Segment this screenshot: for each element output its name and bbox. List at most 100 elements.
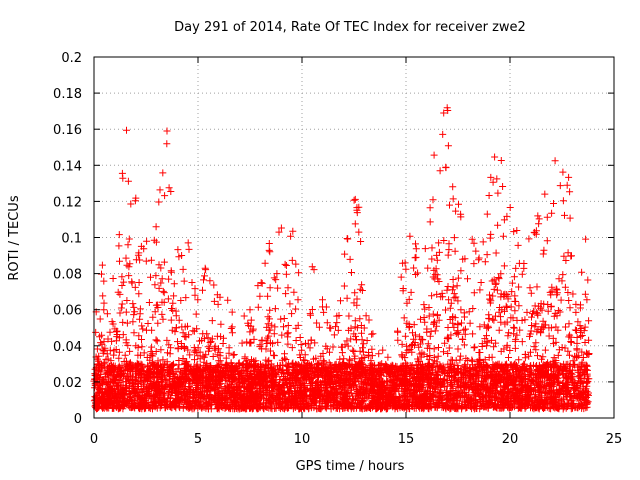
data-point — [513, 331, 521, 339]
data-point — [429, 310, 437, 318]
data-point — [142, 257, 150, 265]
data-point — [550, 200, 557, 207]
data-point — [500, 262, 508, 270]
data-point — [103, 310, 111, 318]
data-point — [523, 308, 531, 316]
data-point — [435, 278, 443, 285]
data-point — [154, 319, 162, 327]
data-point — [466, 319, 474, 327]
data-point — [495, 326, 503, 334]
data-point — [167, 188, 175, 195]
data-point — [487, 230, 495, 238]
data-point — [230, 351, 238, 358]
data-point — [426, 332, 434, 340]
data-point — [110, 351, 118, 359]
data-point — [510, 330, 518, 338]
data-point — [135, 290, 143, 298]
data-point — [192, 310, 200, 318]
data-point — [465, 308, 473, 316]
data-point — [539, 317, 547, 325]
data-point — [169, 299, 177, 307]
data-point — [433, 251, 441, 259]
data-point — [406, 232, 414, 240]
data-point — [470, 289, 478, 297]
data-point — [277, 224, 285, 232]
data-point — [313, 319, 321, 327]
data-point — [227, 325, 235, 332]
data-point — [551, 157, 559, 165]
data-point — [449, 276, 457, 283]
data-point — [518, 338, 526, 346]
data-point — [455, 200, 462, 208]
data-point — [284, 333, 292, 341]
data-point — [138, 322, 146, 330]
data-point — [100, 306, 108, 314]
data-point — [403, 342, 411, 350]
data-point — [340, 282, 348, 290]
data-point — [566, 188, 574, 196]
data-point — [286, 300, 294, 308]
data-point — [569, 290, 577, 298]
data-point — [266, 306, 274, 314]
data-point — [284, 329, 292, 337]
data-point — [356, 285, 364, 293]
data-point — [421, 245, 429, 253]
data-point — [326, 324, 334, 332]
data-point — [526, 284, 534, 292]
data-point — [511, 307, 519, 315]
data-point — [410, 264, 418, 272]
data-point — [433, 370, 441, 378]
data-point — [470, 344, 478, 352]
data-point — [453, 282, 461, 290]
data-point — [454, 274, 462, 282]
data-point — [294, 321, 302, 329]
data-point — [403, 299, 411, 307]
data-point — [201, 272, 208, 280]
data-point — [470, 260, 478, 268]
data-point — [494, 189, 502, 197]
data-point — [100, 277, 108, 285]
data-point — [529, 307, 537, 315]
data-point — [525, 235, 533, 243]
data-point — [433, 312, 441, 320]
data-point — [274, 284, 282, 292]
data-point — [278, 356, 286, 364]
data-point — [556, 308, 564, 316]
data-point — [504, 332, 512, 340]
data-point — [238, 339, 246, 347]
data-point — [295, 269, 303, 277]
data-point — [254, 303, 262, 311]
data-point — [440, 348, 447, 356]
data-point — [566, 214, 574, 222]
data-point — [500, 216, 508, 224]
data-point — [343, 235, 351, 242]
data-point — [194, 296, 202, 304]
data-point — [485, 315, 493, 323]
data-point — [435, 344, 442, 351]
data-point — [552, 338, 560, 346]
data-point — [584, 276, 592, 284]
data-point — [116, 309, 124, 317]
data-point — [543, 237, 551, 245]
data-point — [179, 329, 187, 337]
data-point — [434, 352, 442, 360]
data-point — [559, 271, 567, 279]
data-point — [472, 247, 480, 255]
data-point — [544, 307, 552, 315]
data-point — [132, 342, 140, 350]
data-point — [554, 351, 562, 359]
data-point — [489, 178, 497, 186]
data-point — [508, 279, 516, 287]
data-point — [122, 308, 130, 316]
data-point — [573, 327, 580, 334]
data-point — [539, 250, 547, 258]
data-point — [130, 303, 138, 311]
data-point — [507, 303, 515, 311]
data-point — [369, 330, 377, 338]
data-point — [261, 259, 269, 267]
data-point — [443, 104, 451, 112]
data-point — [272, 276, 280, 284]
data-point — [534, 212, 542, 220]
data-point — [317, 352, 325, 360]
data-point — [578, 268, 586, 276]
